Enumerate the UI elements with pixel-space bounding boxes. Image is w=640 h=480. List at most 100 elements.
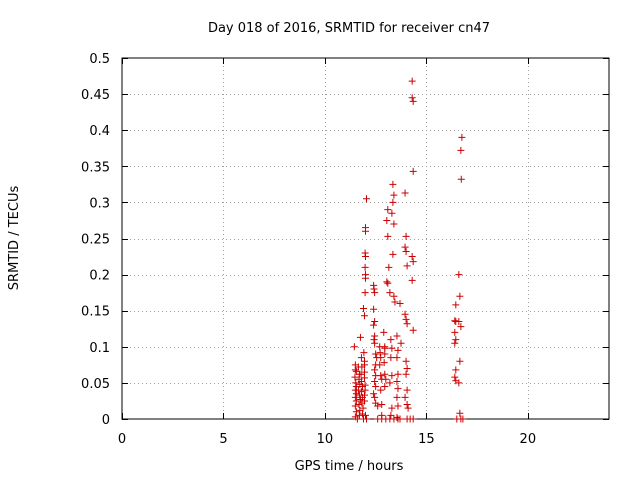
- data-point: [389, 250, 397, 258]
- y-axis-label: SRMTID / TECUs: [7, 186, 22, 291]
- data-point: [360, 361, 368, 369]
- y-tick-label: 0.5: [89, 52, 110, 67]
- data-point: [456, 292, 464, 300]
- data-point: [457, 323, 465, 331]
- x-tick-label: 15: [418, 432, 435, 447]
- x-tick-label: 5: [219, 432, 227, 447]
- data-point: [401, 243, 409, 251]
- data-point: [370, 336, 378, 344]
- data-point: [360, 349, 368, 357]
- data-point: [393, 332, 401, 340]
- data-point: [452, 336, 460, 344]
- data-point: [361, 289, 369, 297]
- data-point: [387, 354, 395, 362]
- data-point: [376, 349, 384, 357]
- data-point: [384, 279, 392, 287]
- data-point: [363, 415, 371, 423]
- data-point: [403, 320, 411, 328]
- data-point: [401, 393, 409, 401]
- data-point: [390, 292, 398, 300]
- data-point: [402, 315, 410, 323]
- data-point: [357, 388, 365, 396]
- data-point: [451, 317, 459, 325]
- data-point: [403, 386, 411, 394]
- data-point: [378, 401, 386, 409]
- data-point: [370, 321, 378, 329]
- y-tick-label: 0.05: [81, 377, 110, 392]
- x-tick-label: 0: [118, 432, 126, 447]
- data-point: [393, 377, 401, 385]
- data-point: [396, 299, 404, 307]
- data-point: [402, 232, 410, 240]
- data-point: [363, 195, 371, 203]
- data-point: [387, 336, 395, 344]
- y-tick-label: 0.25: [81, 233, 110, 248]
- data-point: [374, 402, 382, 410]
- data-point: [408, 253, 416, 261]
- data-point: [356, 333, 364, 341]
- data-point: [360, 374, 368, 382]
- data-point: [409, 326, 417, 334]
- data-point: [390, 191, 398, 199]
- data-point: [376, 361, 384, 369]
- data-point: [370, 285, 378, 293]
- data-point: [403, 401, 411, 409]
- data-point: [388, 344, 396, 352]
- data-point: [362, 253, 369, 261]
- data-point: [394, 346, 402, 354]
- data-point: [408, 276, 416, 284]
- data-point: [402, 357, 410, 365]
- data-point: [408, 94, 416, 102]
- data-point: [455, 271, 463, 279]
- data-point: [394, 402, 402, 410]
- data-point: [402, 247, 410, 255]
- data-point: [371, 393, 379, 401]
- data-point: [362, 411, 369, 419]
- data-point: [391, 298, 399, 306]
- data-point: [380, 328, 388, 336]
- data-point: [372, 383, 380, 391]
- data-point: [386, 379, 394, 387]
- data-point: [357, 354, 365, 362]
- y-tick-label: 0.4: [89, 124, 110, 139]
- data-point: [352, 408, 360, 416]
- data-point: [457, 175, 465, 183]
- x-tick-label: 10: [317, 432, 334, 447]
- y-tick-label: 0.1: [89, 341, 110, 356]
- y-tick-label: 0.3: [89, 196, 110, 211]
- data-point: [360, 397, 368, 405]
- data-point: [393, 393, 401, 401]
- data-point: [451, 328, 459, 336]
- data-point: [452, 301, 460, 309]
- data-point: [404, 404, 412, 412]
- data-point: [350, 343, 358, 351]
- grid-lines: [122, 58, 609, 419]
- data-point: [401, 310, 409, 318]
- data-point: [389, 198, 397, 206]
- data-point: [456, 409, 464, 417]
- data-point: [381, 370, 389, 378]
- data-point: [351, 402, 359, 410]
- data-point: [352, 390, 360, 398]
- data-point: [385, 263, 393, 271]
- data-point: [371, 318, 379, 326]
- y-tick-label: 0: [102, 413, 110, 428]
- data-point: [408, 77, 416, 85]
- data-point: [381, 350, 389, 358]
- chart-title: Day 018 of 2016, SRMTID for receiver cn4…: [208, 21, 490, 36]
- data-point: [394, 370, 402, 378]
- data-point: [389, 180, 397, 188]
- data-point: [393, 354, 401, 362]
- data-point: [371, 332, 379, 340]
- data-point: [352, 397, 360, 405]
- data-point: [354, 386, 362, 394]
- data-point: [357, 377, 365, 385]
- data-point: [382, 375, 390, 383]
- data-point: [384, 232, 392, 240]
- data-point: [359, 404, 367, 412]
- data-point: [355, 401, 363, 409]
- data-point: [451, 373, 459, 381]
- data-point: [396, 415, 404, 423]
